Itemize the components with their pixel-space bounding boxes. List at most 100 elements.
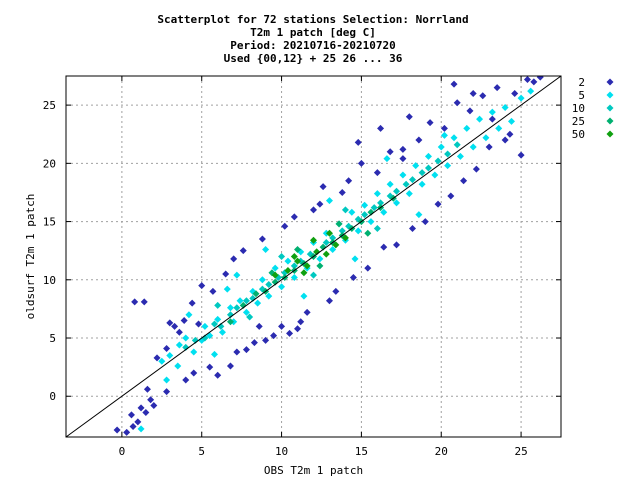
data-point (242, 297, 250, 305)
data-point (262, 336, 270, 344)
data-point (142, 409, 150, 417)
data-point (450, 134, 458, 142)
data-point (233, 271, 241, 279)
data-point (230, 255, 238, 263)
data-point (214, 315, 222, 323)
data-point (453, 99, 461, 107)
data-point (338, 227, 346, 235)
chart-title: Scatterplot for 72 stations Selection: N… (157, 13, 468, 65)
data-point (466, 107, 474, 115)
series-10 (182, 141, 461, 351)
data-point (409, 176, 416, 184)
data-point (456, 152, 464, 160)
data-point (530, 78, 538, 86)
data-point (166, 319, 174, 327)
data-point (198, 282, 206, 290)
data-point (349, 273, 357, 281)
data-point (153, 354, 161, 362)
data-point (278, 322, 286, 330)
data-point (399, 171, 407, 179)
data-point (310, 271, 317, 279)
data-point (185, 311, 193, 319)
data-point (171, 322, 179, 330)
data-point (252, 290, 260, 298)
data-point (294, 257, 302, 265)
title-line: Used {00,12} + 25 26 ... 36 (224, 52, 403, 65)
data-point (211, 320, 218, 328)
data-point (182, 343, 190, 351)
y-tick-label: 15 (43, 216, 56, 229)
data-point (380, 208, 388, 216)
data-point (201, 322, 209, 330)
data-point (437, 143, 445, 151)
data-point (361, 211, 369, 219)
data-point (163, 388, 171, 396)
y-tick-label: 20 (43, 157, 56, 170)
data-point (211, 350, 218, 358)
x-tick-label: 15 (355, 445, 368, 458)
data-point (294, 325, 302, 333)
data-point (409, 225, 416, 233)
data-point (383, 155, 391, 163)
data-point (469, 89, 477, 97)
data-point (399, 155, 407, 163)
y-axis-ticks: 0 5 10 15 20 25 (43, 99, 561, 403)
data-point (354, 138, 362, 146)
x-tick-label: 25 (514, 445, 527, 458)
data-point (367, 208, 375, 216)
legend-marker (606, 78, 614, 86)
data-point (373, 169, 381, 177)
data-point (418, 180, 426, 188)
data-point (236, 297, 244, 305)
data-point (239, 301, 247, 309)
data-point (508, 117, 515, 125)
data-point (393, 241, 401, 249)
data-point (271, 278, 279, 286)
data-point (351, 255, 359, 263)
data-point (262, 246, 270, 254)
data-point (357, 159, 365, 167)
data-point (424, 152, 432, 160)
data-point (399, 145, 407, 153)
data-point (412, 162, 420, 170)
series-5 (137, 87, 535, 433)
data-point (143, 385, 151, 393)
data-point (472, 165, 480, 173)
data-point (242, 346, 250, 354)
data-point (310, 236, 317, 244)
data-point (271, 271, 279, 279)
data-point (265, 280, 273, 288)
x-axis-ticks: 0 5 10 15 20 25 (119, 76, 528, 458)
data-point (386, 180, 394, 188)
data-point (319, 243, 327, 251)
data-point (405, 190, 413, 198)
data-point (182, 334, 190, 342)
data-point (380, 243, 388, 251)
data-point (246, 313, 254, 321)
title-line: T2m 1 patch [deg C] (250, 26, 376, 39)
data-point (426, 119, 434, 127)
data-point (418, 169, 426, 177)
data-point (158, 357, 166, 365)
data-point (222, 270, 230, 278)
data-point (316, 255, 324, 263)
y-tick-label: 25 (43, 99, 56, 112)
data-point (345, 177, 353, 185)
data-point (297, 318, 305, 326)
data-point (319, 183, 327, 191)
data-point (188, 299, 196, 307)
data-point (271, 264, 279, 272)
data-point (434, 157, 442, 165)
data-point (226, 318, 234, 326)
data-point (488, 108, 496, 116)
legend-label: 2 (578, 76, 585, 89)
data-point (255, 322, 263, 330)
data-point (341, 206, 349, 214)
legend-marker (606, 104, 614, 112)
data-point (335, 220, 343, 228)
data-point (217, 322, 225, 330)
data-point (180, 317, 188, 325)
data-point (270, 332, 278, 340)
